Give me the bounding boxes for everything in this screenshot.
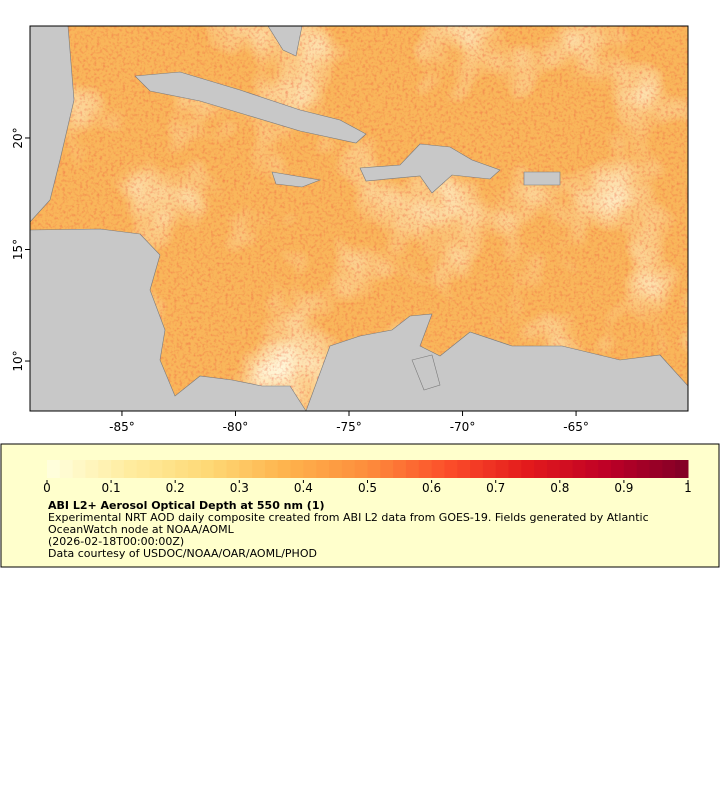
colorbar-step <box>380 460 394 478</box>
colorbar-step <box>495 460 510 478</box>
colorbar-tick-label: 0.6 <box>422 481 441 495</box>
colorbar-tick-label: 0.5 <box>358 481 377 495</box>
colorbar-step <box>329 460 343 478</box>
colorbar-tick-label: 0.8 <box>550 481 569 495</box>
colorbar-step <box>200 460 215 478</box>
colorbar-step <box>405 460 420 478</box>
colorbar-step <box>649 460 663 478</box>
colorbar-tick-label: 0.9 <box>614 481 633 495</box>
colorbar-step <box>277 460 292 478</box>
colorbar-step <box>111 460 125 478</box>
colorbar-step <box>534 460 548 478</box>
colorbar-tick-label: 0.3 <box>230 481 249 495</box>
colorbar-step <box>572 460 586 478</box>
map-area <box>30 26 688 411</box>
colorbar-step <box>149 460 163 478</box>
colorbar-step <box>136 460 151 478</box>
caption-credit: Data courtesy of USDOC/NOAA/OAR/AOML/PHO… <box>48 547 317 560</box>
colorbar-step <box>252 460 266 478</box>
colorbar-step <box>239 460 253 478</box>
colorbar-step <box>508 460 522 478</box>
colorbar-step <box>188 460 202 478</box>
colorbar-tick-label: 0.2 <box>166 481 185 495</box>
caption-description: Experimental NRT AOD daily composite cre… <box>48 511 649 536</box>
colorbar-step <box>316 460 330 478</box>
colorbar-step <box>431 460 445 478</box>
caption: ABI L2+ Aerosol Optical Depth at 550 nm … <box>48 500 678 560</box>
colorbar-step <box>264 460 279 478</box>
colorbar-step <box>303 460 317 478</box>
colorbar-step <box>98 460 112 478</box>
colorbar-step <box>418 460 433 478</box>
colorbar-step <box>47 460 61 478</box>
colorbar-step <box>85 460 99 478</box>
x-tick-label: -75° <box>336 420 362 434</box>
y-tick-label: 15° <box>11 239 25 260</box>
colorbar-step <box>393 460 407 478</box>
colorbar-step <box>341 460 356 478</box>
y-tick-label: 10° <box>11 350 25 371</box>
colorbar-step <box>72 460 86 478</box>
colorbar-step <box>636 460 651 478</box>
colorbar-step <box>521 460 535 478</box>
colorbar-step <box>559 460 574 478</box>
colorbar-step <box>482 460 497 478</box>
colorbar-step <box>546 460 561 478</box>
x-tick-label: -85° <box>109 420 135 434</box>
colorbar-step <box>470 460 484 478</box>
colorbar-tick-label: 0.4 <box>294 481 313 495</box>
caption-title: ABI L2+ Aerosol Optical Depth at 550 nm … <box>48 499 325 512</box>
y-tick-label: 20° <box>11 127 25 148</box>
colorbar-step <box>123 460 138 478</box>
x-tick-label: -65° <box>563 420 589 434</box>
x-tick-label: -80° <box>223 420 249 434</box>
colorbar-tick-label: 1 <box>684 481 692 495</box>
land <box>30 26 688 411</box>
colorbar-step <box>598 460 612 478</box>
colorbar-step <box>226 460 240 478</box>
colorbar-step <box>585 460 599 478</box>
colorbar-step <box>623 460 638 478</box>
colorbar-step <box>444 460 458 478</box>
colorbar-tick-label: 0 <box>43 481 51 495</box>
colorbar-step <box>367 460 381 478</box>
colorbar-step <box>213 460 227 478</box>
colorbar-step <box>59 460 74 478</box>
map-frame <box>29 25 689 412</box>
colorbar-step <box>290 460 304 478</box>
colorbar-step <box>611 460 625 478</box>
colorbar-step <box>457 460 471 478</box>
colorbar-step <box>662 460 676 478</box>
colorbar-step <box>162 460 176 478</box>
colorbar-step <box>675 460 689 478</box>
x-tick-label: -70° <box>450 420 476 434</box>
colorbar-step <box>175 460 189 478</box>
colorbar-step <box>354 460 368 478</box>
caption-time: (2026-02-18T00:00:00Z) <box>48 535 185 548</box>
colorbar-tick-label: 0.7 <box>486 481 505 495</box>
colorbar-tick-label: 0.1 <box>102 481 121 495</box>
